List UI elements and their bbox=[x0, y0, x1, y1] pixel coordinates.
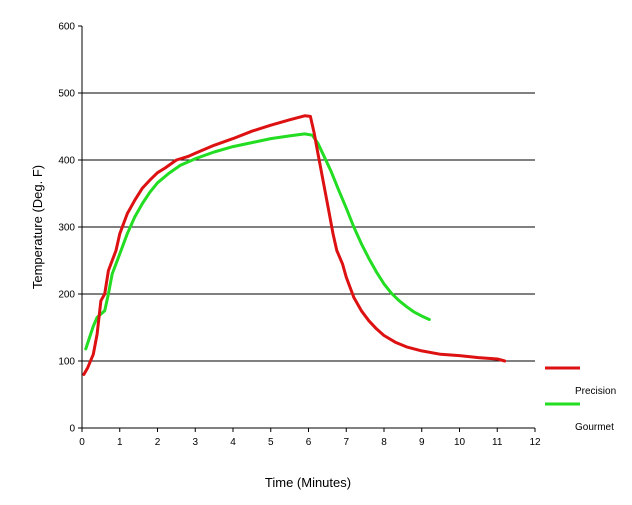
series-line-precision bbox=[82, 114, 507, 376]
y-tick-label: 100 bbox=[58, 357, 75, 368]
x-tick-label: 3 bbox=[192, 437, 198, 448]
x-tick-label: 7 bbox=[343, 437, 349, 448]
x-tick-label: 0 bbox=[79, 437, 85, 448]
x-tick-label: 1 bbox=[117, 437, 123, 448]
x-tick-label: 8 bbox=[381, 437, 387, 448]
x-tick-label: 4 bbox=[230, 437, 236, 448]
x-tick-label: 12 bbox=[529, 437, 541, 448]
x-tick-label: 6 bbox=[306, 437, 312, 448]
grid-lines bbox=[82, 92, 535, 362]
y-tick-labels: 0 100 200 300 400 500 600 bbox=[58, 22, 75, 435]
y-tick-label: 300 bbox=[58, 223, 75, 234]
y-axis-title: Temperature (Deg. F) bbox=[30, 165, 45, 289]
legend-label-precision: Precision bbox=[575, 386, 616, 397]
x-tick-labels: 0 1 2 3 4 5 6 7 8 9 10 11 12 bbox=[79, 437, 541, 448]
y-tick-label: 400 bbox=[58, 156, 75, 167]
legend: Precision Gourmet bbox=[545, 366, 616, 433]
x-tick-label: 5 bbox=[268, 437, 274, 448]
x-tick-label: 10 bbox=[454, 437, 466, 448]
y-tick-label: 200 bbox=[58, 290, 75, 301]
x-tick-label: 2 bbox=[155, 437, 161, 448]
series-line-gourmet bbox=[84, 132, 431, 351]
axes bbox=[78, 25, 536, 432]
x-tick-label: 9 bbox=[419, 437, 425, 448]
y-tick-label: 500 bbox=[58, 89, 75, 100]
legend-label-gourmet: Gourmet bbox=[575, 422, 614, 433]
y-tick-label: 0 bbox=[69, 424, 75, 435]
y-tick-label: 600 bbox=[58, 22, 75, 33]
x-tick-label: 11 bbox=[492, 437, 503, 448]
x-axis-title: Time (Minutes) bbox=[265, 475, 351, 490]
series-layer bbox=[82, 114, 507, 376]
